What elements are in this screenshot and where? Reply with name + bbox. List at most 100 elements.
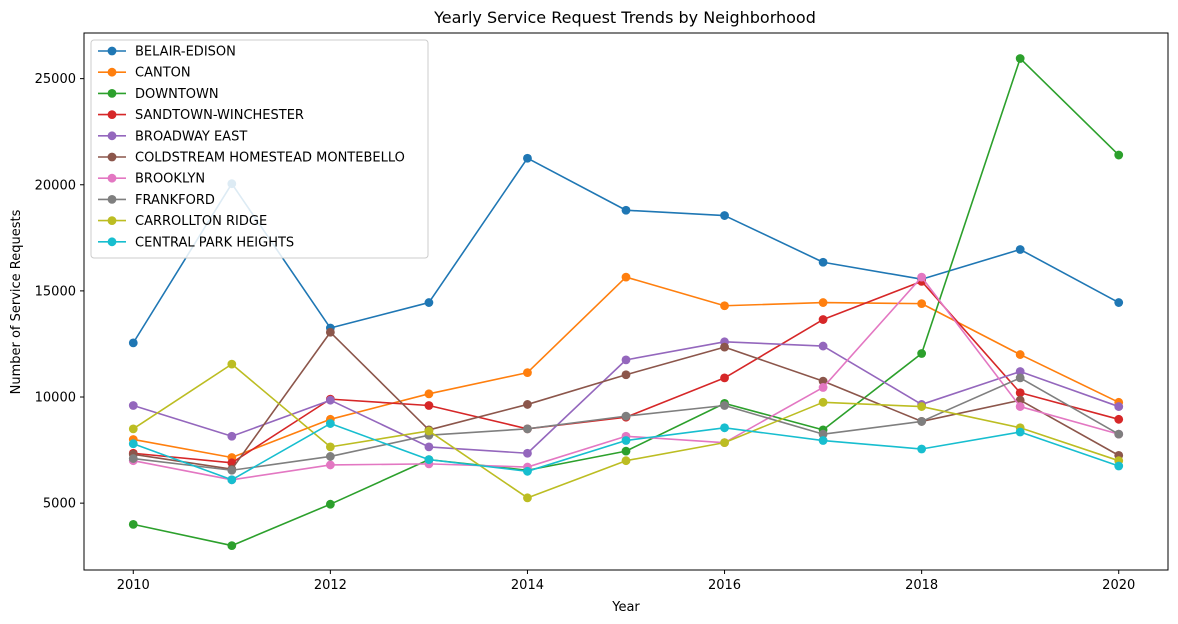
- data-point: [523, 466, 532, 476]
- data-point: [523, 424, 532, 434]
- legend-item: CANTON: [98, 66, 191, 81]
- data-point: [818, 257, 828, 267]
- data-point: [720, 211, 729, 220]
- data-point: [917, 272, 927, 282]
- legend-marker: [107, 110, 117, 119]
- y-tick-label: 10000: [35, 391, 76, 406]
- y-axis-ticks: 5000 10000 15000 20000 25000: [35, 72, 84, 512]
- data-point: [1015, 367, 1025, 376]
- data-point: [424, 389, 434, 399]
- x-axis-ticks: 2010 2012 2014 2016 2018 2020: [117, 570, 1135, 593]
- legend-marker: [107, 173, 117, 183]
- data-point: [1114, 414, 1124, 424]
- data-point: [1114, 429, 1124, 439]
- chart-title: Yearly Service Request Trends by Neighbo…: [433, 8, 816, 27]
- legend-item: CARROLLTON RIDGE: [98, 214, 267, 229]
- x-tick-label: 2020: [1102, 578, 1135, 593]
- data-point: [1015, 54, 1025, 63]
- data-point: [325, 499, 335, 509]
- data-point: [621, 370, 631, 380]
- legend-item: BELAIR-EDISON: [98, 45, 236, 60]
- legend-label: BROADWAY EAST: [135, 129, 247, 144]
- y-tick-label: 5000: [43, 497, 76, 512]
- legend-item: SANDTOWN-WINCHESTER: [98, 108, 304, 123]
- data-point: [325, 442, 335, 452]
- data-point: [720, 438, 729, 448]
- data-point: [128, 454, 138, 463]
- legend-item: CENTRAL PARK HEIGHTS: [98, 235, 294, 250]
- x-tick-label: 2010: [117, 578, 150, 593]
- data-point: [621, 411, 631, 421]
- data-point: [621, 436, 631, 445]
- data-point: [818, 429, 828, 439]
- x-tick-label: 2018: [905, 578, 938, 593]
- legend-item: DOWNTOWN: [98, 87, 219, 102]
- y-tick-label: 20000: [35, 178, 76, 193]
- y-axis-label: Number of Service Requests: [9, 209, 24, 394]
- data-point: [227, 475, 237, 485]
- data-point: [128, 338, 138, 348]
- data-point: [227, 465, 237, 475]
- data-point: [227, 541, 237, 550]
- data-point: [523, 368, 532, 378]
- legend-label: DOWNTOWN: [135, 87, 219, 102]
- x-tick-label: 2014: [511, 578, 544, 593]
- data-point: [1114, 461, 1124, 471]
- data-point: [325, 452, 335, 461]
- data-point: [720, 423, 729, 433]
- data-point: [818, 341, 828, 351]
- legend-marker: [107, 89, 117, 98]
- data-point: [1015, 245, 1025, 254]
- data-point: [424, 455, 434, 465]
- legend-marker: [107, 237, 117, 247]
- data-point: [818, 397, 828, 407]
- legend-marker: [107, 152, 117, 162]
- data-point: [424, 426, 434, 436]
- data-point: [128, 519, 138, 529]
- data-point: [128, 401, 138, 410]
- series-carrollton-ridge: [128, 359, 1124, 503]
- series-broadway-east: [128, 337, 1124, 458]
- data-point: [424, 401, 434, 410]
- legend-item: FRANKFORD: [98, 193, 215, 208]
- data-point: [917, 444, 927, 454]
- data-point: [621, 205, 631, 215]
- data-point: [1015, 388, 1025, 398]
- legend-label: SANDTOWN-WINCHESTER: [135, 108, 304, 123]
- data-point: [325, 327, 335, 337]
- data-point: [1114, 150, 1124, 160]
- data-point: [917, 299, 927, 309]
- legend-label: CENTRAL PARK HEIGHTS: [135, 235, 294, 250]
- data-point: [818, 436, 828, 445]
- x-tick-label: 2016: [708, 578, 741, 593]
- legend-item: BROOKLYN: [98, 172, 205, 187]
- x-axis-label: Year: [611, 600, 640, 615]
- data-point: [523, 493, 532, 503]
- legend-marker: [107, 46, 117, 56]
- data-point: [818, 383, 828, 392]
- legend-label: COLDSTREAM HOMESTEAD MONTEBELLO: [135, 151, 405, 166]
- data-point: [128, 424, 138, 434]
- data-point: [720, 401, 729, 410]
- data-point: [128, 439, 138, 449]
- y-tick-label: 25000: [35, 72, 76, 87]
- legend-label: BROOKLYN: [135, 172, 205, 187]
- legend-label: CANTON: [135, 66, 191, 81]
- plot-area-frame: [83, 32, 1169, 571]
- legend-label: FRANKFORD: [135, 193, 215, 208]
- data-point: [917, 402, 927, 411]
- data-point: [720, 373, 729, 383]
- legend-item: COLDSTREAM HOMESTEAD MONTEBELLO: [98, 151, 405, 166]
- data-point: [720, 301, 729, 311]
- legend-label: BELAIR-EDISON: [135, 45, 236, 60]
- series-layer: [128, 54, 1124, 550]
- data-point: [1015, 350, 1025, 359]
- data-point: [621, 456, 631, 466]
- data-point: [523, 153, 532, 163]
- data-point: [818, 376, 828, 386]
- x-tick-label: 2012: [314, 578, 347, 593]
- data-point: [1114, 298, 1124, 307]
- legend-item: BROADWAY EAST: [98, 129, 247, 144]
- data-point: [227, 359, 237, 369]
